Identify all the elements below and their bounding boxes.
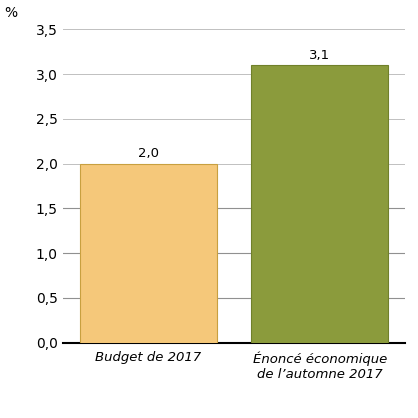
Bar <box>251 65 388 343</box>
Text: 2,0: 2,0 <box>138 147 159 160</box>
Text: 3,1: 3,1 <box>309 48 330 61</box>
Y-axis label: %: % <box>5 6 18 20</box>
Bar <box>80 163 217 343</box>
